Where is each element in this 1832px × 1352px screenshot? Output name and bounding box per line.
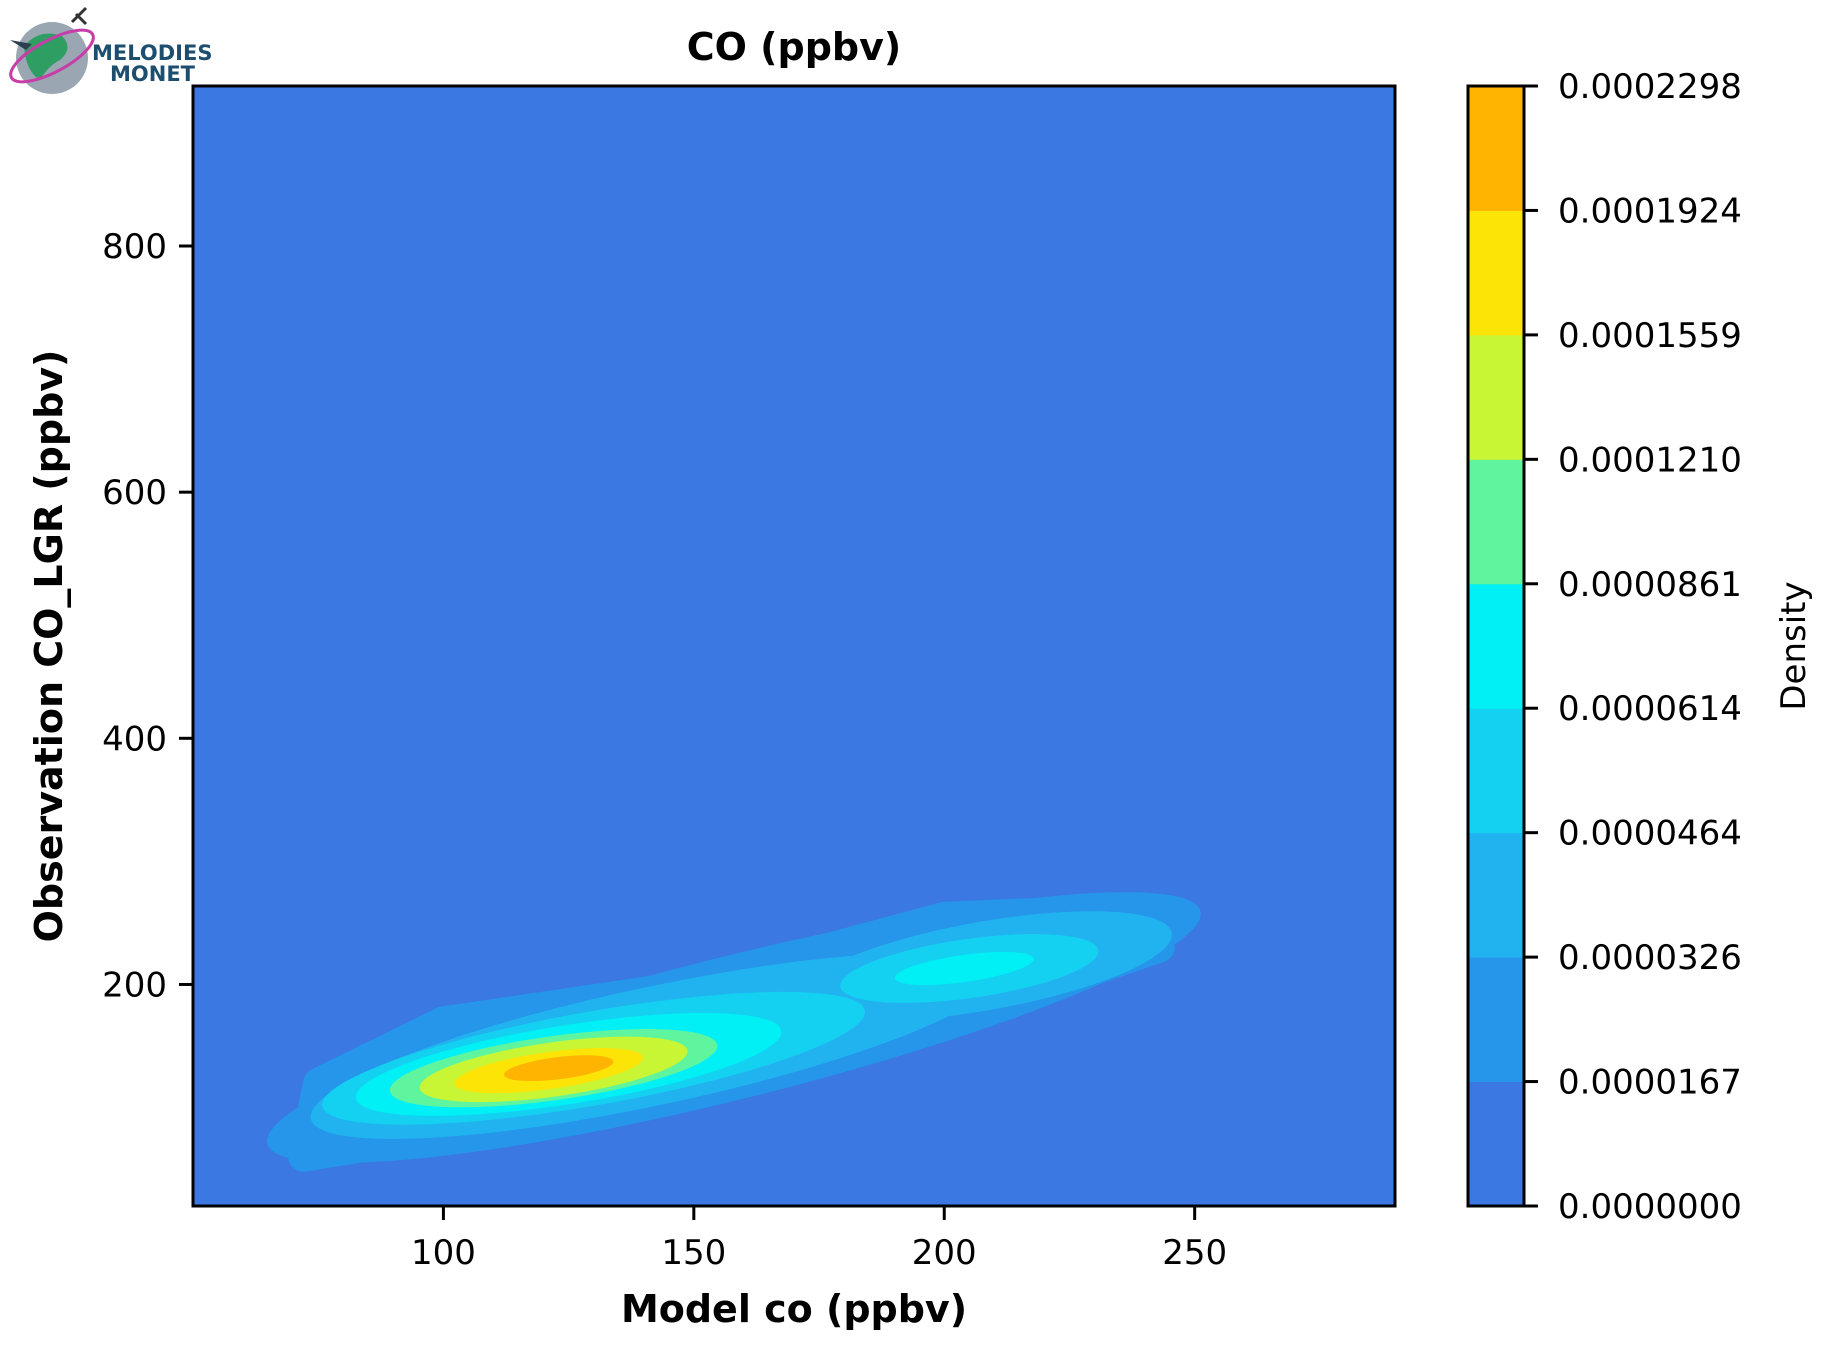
y-tick-label: 200 xyxy=(102,965,167,1005)
colorbar-segment xyxy=(1468,1081,1524,1207)
colorbar-tick-label: 0.0001559 xyxy=(1558,316,1742,356)
colorbar-tick-label: 0.0000326 xyxy=(1558,938,1742,978)
colorbar-tick-label: 0.0000614 xyxy=(1558,689,1742,729)
orbit-ring-icon xyxy=(9,28,95,84)
colorbar-tick-label: 0.0002298 xyxy=(1558,67,1742,107)
melodies-monet-logo: MELODIES MONET xyxy=(9,6,212,94)
colorbar-segment xyxy=(1468,210,1524,336)
density-contours xyxy=(267,892,1201,1172)
colorbar-tick-label: 0.0000167 xyxy=(1558,1063,1742,1103)
y-tick-label: 400 xyxy=(102,719,167,759)
x-tick-label: 200 xyxy=(912,1233,977,1273)
x-tick-label: 250 xyxy=(1162,1233,1227,1273)
logo-line1: MELODIES xyxy=(92,41,212,65)
logo-line2: MONET xyxy=(110,62,196,86)
colorbar-segment xyxy=(1468,334,1524,460)
x-axis: 100 150 200 250 xyxy=(411,1206,1227,1273)
x-tick-label: 150 xyxy=(661,1233,726,1273)
colorbar-label: Density xyxy=(1774,581,1814,710)
colorbar-segment xyxy=(1468,583,1524,709)
x-tick-label: 100 xyxy=(411,1233,476,1273)
y-axis: 200 400 600 800 xyxy=(102,227,193,1005)
colorbar-segment xyxy=(1468,708,1524,834)
colorbar-frame xyxy=(1466,84,1526,1208)
y-tick-label: 600 xyxy=(102,473,167,513)
colorbar-tick-label: 0.0001924 xyxy=(1558,191,1742,231)
colorbar-tick-label: 0.0001210 xyxy=(1558,440,1742,480)
y-axis-label: Observation CO_LGR (ppbv) xyxy=(27,350,71,943)
y-tick-label: 800 xyxy=(102,227,167,267)
colorbar-segment xyxy=(1468,459,1524,585)
globe-land-icon xyxy=(24,33,68,80)
x-axis-label: Model co (ppbv) xyxy=(621,1287,967,1331)
colorbar-segment xyxy=(1468,86,1524,211)
contour-band xyxy=(503,1055,614,1082)
airplane-icon xyxy=(10,40,32,50)
plot-frame xyxy=(191,84,1397,1208)
colorbar-tick-label: 0.0000861 xyxy=(1558,565,1742,605)
chart-title: CO (ppbv) xyxy=(687,25,902,69)
colorbar: 0.0000000 0.0000167 0.0000326 0.0000464 0.00… xyxy=(1466,67,1742,1227)
satellite-icon xyxy=(70,6,88,26)
colorbar-segment xyxy=(1468,832,1524,958)
colorbar-tick-label: 0.0000000 xyxy=(1558,1187,1742,1227)
contour-band xyxy=(894,951,1034,986)
colorbar-tick-label: 0.0000464 xyxy=(1558,814,1742,854)
colorbar-segment xyxy=(1468,957,1524,1083)
